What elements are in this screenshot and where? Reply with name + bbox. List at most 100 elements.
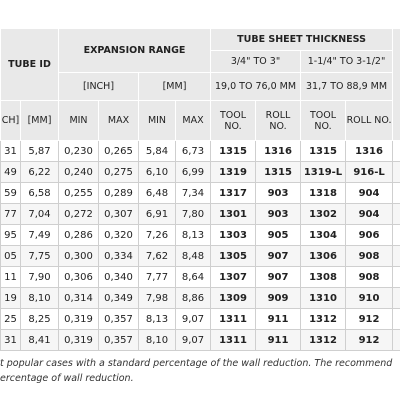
table-row: 11 7,90 0,306 0,340 7,77 8,64 1307 907 1308 908 <box>0 266 400 288</box>
table-cell: 1312 <box>300 308 347 330</box>
table-cell: 909 <box>255 287 302 309</box>
table-cell: 1315 <box>210 140 257 162</box>
table-cell: 910 <box>345 287 394 309</box>
table-cell <box>392 266 400 288</box>
header-cell: CH] <box>0 100 21 141</box>
header-cell: MIN <box>138 100 176 141</box>
table-cell: 1306 <box>300 245 347 267</box>
table-cell: 25 <box>0 308 21 330</box>
table-cell: 9,07 <box>174 308 212 330</box>
table-cell: 7,62 <box>138 245 176 267</box>
header-cell: MAX <box>174 100 212 141</box>
table-cell: 6,10 <box>138 161 176 183</box>
table-cell: 8,10 <box>20 287 59 309</box>
table-cell: 6,58 <box>20 182 59 204</box>
table-cell <box>392 308 400 330</box>
table-cell: 0,307 <box>98 203 139 225</box>
table-cell <box>392 203 400 225</box>
header-cell: 1-1/4" TO 3-1/2" <box>300 50 394 73</box>
header-cell: TOOL NO. <box>210 100 257 141</box>
table-row: 77 7,04 0,272 0,307 6,91 7,80 1301 903 1302 904 <box>0 203 400 225</box>
table-cell: 1308 <box>300 266 347 288</box>
table-cell: 0,320 <box>98 224 139 246</box>
header-cell: TUBE SHEET THICKNESS <box>210 28 394 51</box>
table-cell: 904 <box>345 182 394 204</box>
table-cell: 8,25 <box>20 308 59 330</box>
table-cell: 7,04 <box>20 203 59 225</box>
table-cell: 8,48 <box>174 245 212 267</box>
table-cell: 59 <box>0 182 21 204</box>
header-cell: [MM] <box>137 72 212 101</box>
table-cell: 8,41 <box>20 329 59 351</box>
table-cell: 0,230 <box>58 140 99 162</box>
footnote: ercentage of wall reduction. <box>0 373 134 384</box>
table-cell: 906 <box>345 224 394 246</box>
table-cell: 0,289 <box>98 182 139 204</box>
table-cell: 1303 <box>210 224 257 246</box>
table-cell: 8,86 <box>174 287 212 309</box>
table-cell: 5,87 <box>20 140 59 162</box>
table-cell: 0,319 <box>58 308 99 330</box>
table-cell: 1315 <box>300 140 347 162</box>
table-cell: 1301 <box>210 203 257 225</box>
table-cell <box>392 161 400 183</box>
table-cell: 0,255 <box>58 182 99 204</box>
table-cell: 0,265 <box>98 140 139 162</box>
header-cell: MAX <box>98 100 139 141</box>
table-row: 59 6,58 0,255 0,289 6,48 7,34 1317 903 1318 904 <box>0 182 400 204</box>
table-cell: 907 <box>255 245 302 267</box>
table-cell: 907 <box>255 266 302 288</box>
table-cell: 05 <box>0 245 21 267</box>
header-cell <box>392 28 400 141</box>
table-cell: 7,80 <box>174 203 212 225</box>
table-cell: 1305 <box>210 245 257 267</box>
table-cell: 49 <box>0 161 21 183</box>
table-cell: 1310 <box>300 287 347 309</box>
table-cell: 1312 <box>300 329 347 351</box>
table-cell: 916-L <box>345 161 394 183</box>
table-cell: 0,357 <box>98 308 139 330</box>
table-row: 49 6,22 0,240 0,275 6,10 6,99 1319 1315 1319-L 91… <box>0 161 400 183</box>
table-cell: 1316 <box>255 140 302 162</box>
table-cell: 1311 <box>210 329 257 351</box>
table-row: 95 7,49 0,286 0,320 7,26 8,13 1303 905 1304 906 <box>0 224 400 246</box>
table-cell: 0,314 <box>58 287 99 309</box>
table-cell: 95 <box>0 224 21 246</box>
table-cell: 7,34 <box>174 182 212 204</box>
table-cell: 1309 <box>210 287 257 309</box>
table-cell: 0,334 <box>98 245 139 267</box>
table-cell: 912 <box>345 308 394 330</box>
table-cell <box>392 182 400 204</box>
table-cell <box>392 287 400 309</box>
table-cell: 1315 <box>255 161 302 183</box>
table-cell: 904 <box>345 203 394 225</box>
header-cell: 19,0 TO 76,0 MM <box>210 72 302 101</box>
table-cell: 6,99 <box>174 161 212 183</box>
table-cell <box>392 140 400 162</box>
table-row: 05 7,75 0,300 0,334 7,62 8,48 1305 907 1306 908 <box>0 245 400 267</box>
header-cell: ROLL NO. <box>345 100 394 141</box>
table-cell: 1317 <box>210 182 257 204</box>
table-row: 31 8,41 0,319 0,357 8,10 9,07 1311 911 1312 912 <box>0 329 400 351</box>
table-row: 31 5,87 0,230 0,265 5,84 6,73 1315 1316 1315 1316 <box>0 140 400 162</box>
table-cell: 8,10 <box>138 329 176 351</box>
table-body: 31 5,87 0,230 0,265 5,84 6,73 1315 1316 1315 1316… <box>0 140 400 351</box>
table-cell: 908 <box>345 266 394 288</box>
table-cell <box>392 329 400 351</box>
table-cell <box>392 245 400 267</box>
table-cell: 1307 <box>210 266 257 288</box>
table-cell: 1302 <box>300 203 347 225</box>
header-cell: 31,7 TO 88,9 MM <box>300 72 394 101</box>
table-cell: 903 <box>255 182 302 204</box>
table-cell: 6,91 <box>138 203 176 225</box>
table-cell: 7,90 <box>20 266 59 288</box>
table-cell: 0,240 <box>58 161 99 183</box>
table-cell: 7,49 <box>20 224 59 246</box>
header-cell: TOOL NO. <box>300 100 347 141</box>
table-cell: 1319 <box>210 161 257 183</box>
header-cell: 3/4" TO 3" <box>210 50 302 73</box>
table-cell: 0,319 <box>58 329 99 351</box>
table-cell: 1304 <box>300 224 347 246</box>
header-cell: MIN <box>58 100 99 141</box>
